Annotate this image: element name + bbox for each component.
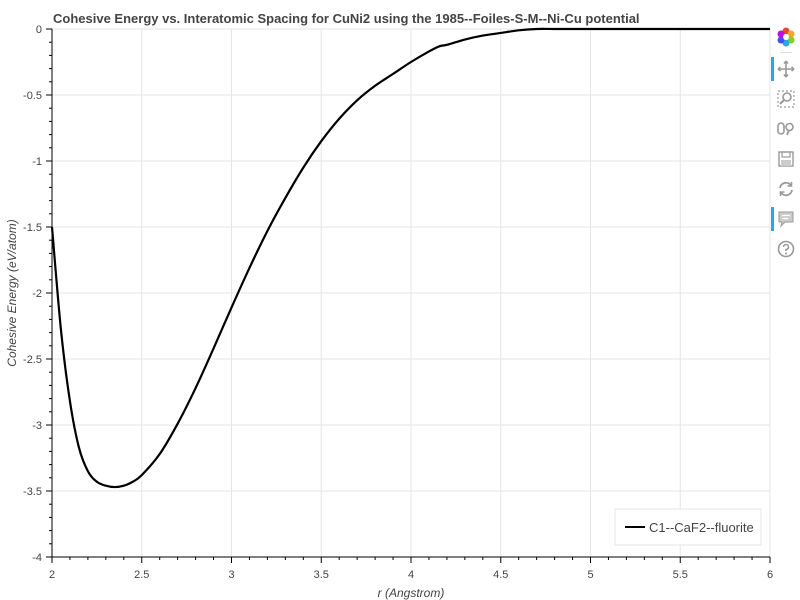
y-tick-label: -1.5 (23, 222, 42, 234)
save-tool-button[interactable] (771, 144, 800, 174)
x-tick-label: 3.5 (314, 569, 329, 581)
x-tick-label: 5 (587, 569, 593, 581)
series-layer (50, 27, 770, 489)
hover-tool-button[interactable] (771, 204, 800, 234)
reset-icon (778, 181, 793, 197)
reset-tool-button[interactable] (771, 174, 800, 204)
y-tick-label: -0.5 (23, 90, 42, 102)
y-tick-label: -4 (32, 552, 42, 564)
x-tick-label: 4.5 (493, 569, 508, 581)
series-line (50, 27, 770, 489)
y-tick-label: -3 (32, 420, 42, 432)
hover-icon (778, 211, 793, 228)
x-tick-label: 3 (228, 569, 234, 581)
toolbar (771, 22, 800, 264)
y-tick-label: -3.5 (23, 486, 42, 498)
x-tick-label: 5.5 (673, 569, 688, 581)
box-zoom-tool-button[interactable] (771, 84, 800, 114)
toolbar-separator (779, 52, 792, 53)
wheel-zoom-icon (776, 122, 794, 136)
wheel-zoom-tool-button[interactable] (771, 114, 800, 144)
grid (51, 28, 771, 558)
y-tick-label: -1 (32, 156, 42, 168)
legend-label: C1--CaF2--fluorite (649, 520, 754, 535)
x-tick-label: 2.5 (134, 569, 149, 581)
y-axis-label: Cohesive Energy (eV/atom) (5, 219, 19, 366)
y-tick-label: 0 (36, 24, 42, 36)
x-tick-label: 6 (767, 569, 773, 581)
y-tick-label: -2 (32, 288, 42, 300)
save-icon (777, 151, 794, 167)
bokeh-logo-icon[interactable] (771, 22, 800, 52)
x-tick-label: 4 (408, 569, 414, 581)
pan-icon (777, 60, 794, 78)
ticks: 2 2.5 3 3.5 4 4.5 5 5.5 6 0 -0.5 -1 -1.5 -2 -2.5 -3 -3.5… (23, 24, 773, 581)
help-tool-button[interactable] (771, 234, 800, 264)
box-zoom-icon (776, 90, 795, 108)
chart-title: Cohesive Energy vs. Interatomic Spacing … (53, 11, 640, 26)
y-tick-label: -2.5 (23, 354, 42, 366)
help-icon (777, 240, 794, 258)
x-axis-label: r (Angstrom) (378, 586, 445, 600)
x-tick-label: 2 (49, 569, 55, 581)
legend: C1--CaF2--fluorite (614, 508, 762, 546)
pan-tool-button[interactable] (771, 54, 800, 84)
